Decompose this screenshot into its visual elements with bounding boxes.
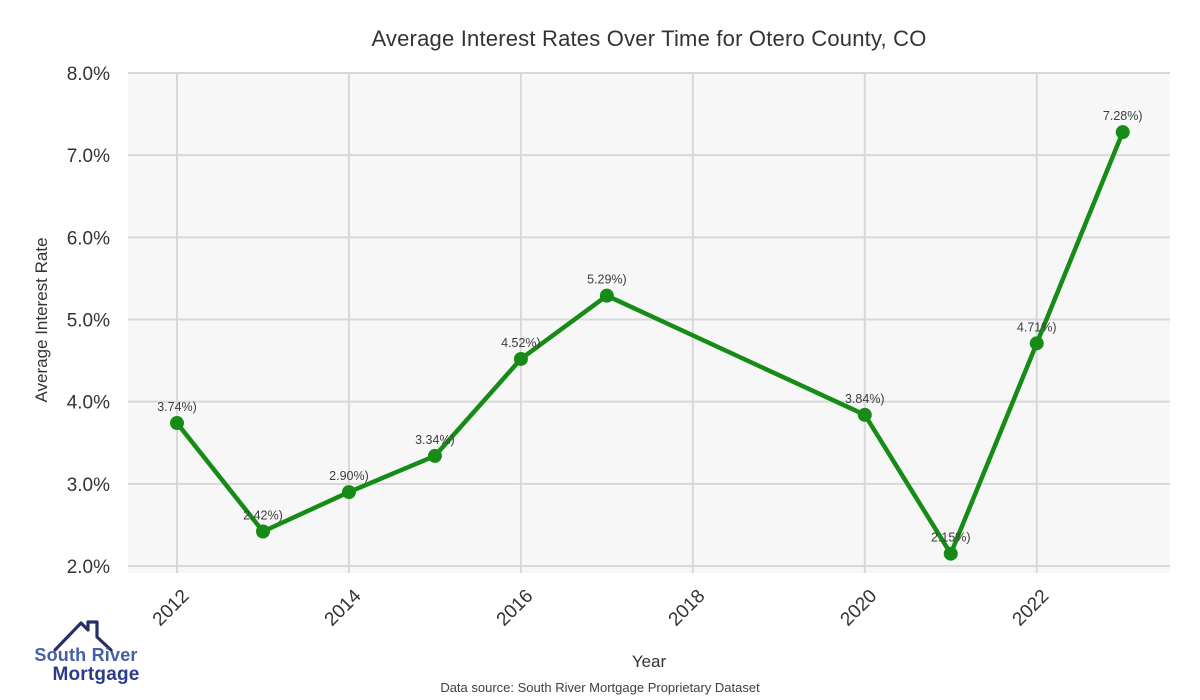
point-label: 4.71%) — [1017, 320, 1057, 334]
data-point-marker — [1115, 125, 1130, 140]
data-point-marker — [943, 546, 958, 561]
x-tick-label: 2014 — [321, 585, 366, 630]
house-roof-icon — [53, 620, 113, 652]
point-label: 4.52%) — [501, 336, 541, 350]
point-label: 2.42%) — [243, 509, 283, 523]
plot-background — [128, 73, 1170, 573]
point-label: 5.29%) — [587, 273, 627, 287]
point-label: 2.15%) — [931, 531, 971, 545]
x-axis-label: Year — [631, 652, 667, 671]
south-river-mortgage-logo: South River Mortgage — [24, 612, 154, 696]
data-point-marker — [341, 485, 356, 500]
point-label: 3.84%) — [845, 392, 885, 406]
data-point-marker — [857, 407, 872, 422]
data-point-marker — [427, 448, 442, 463]
logo-text-line2: Mortgage — [52, 664, 140, 685]
x-tick-label: 2018 — [665, 586, 710, 631]
x-tick-label: 2012 — [149, 586, 194, 631]
y-axis-label: Average Interest Rate — [32, 237, 51, 403]
data-line — [174, 129, 1125, 556]
data-point-marker — [1029, 336, 1044, 351]
point-label: 3.34%) — [415, 433, 455, 447]
y-tick-label: 8.0% — [67, 64, 110, 85]
y-tick-label: 2.0% — [67, 557, 110, 578]
y-tick-label: 6.0% — [67, 228, 110, 249]
data-point-marker — [599, 288, 614, 303]
point-label: 3.74%) — [157, 400, 197, 414]
logo-text-line1: South River — [34, 645, 138, 665]
y-tick-label: 3.0% — [67, 475, 110, 496]
y-tick-label: 4.0% — [67, 393, 110, 414]
x-tick-label: 2020 — [837, 586, 882, 631]
x-tick-label: 2022 — [1009, 586, 1054, 631]
point-label: 7.28%) — [1103, 109, 1143, 123]
data-point-marker — [170, 416, 185, 431]
y-tick-label: 5.0% — [67, 311, 110, 332]
data-source-caption: Data source: South River Mortgage Propri… — [440, 680, 760, 695]
point-label: 2.90%) — [329, 469, 369, 483]
x-tick-label: 2016 — [493, 586, 538, 631]
data-point-marker — [255, 524, 270, 539]
data-point-marker — [513, 351, 528, 366]
y-tick-label: 7.0% — [67, 146, 110, 167]
chart-title: Average Interest Rates Over Time for Ote… — [371, 26, 927, 51]
